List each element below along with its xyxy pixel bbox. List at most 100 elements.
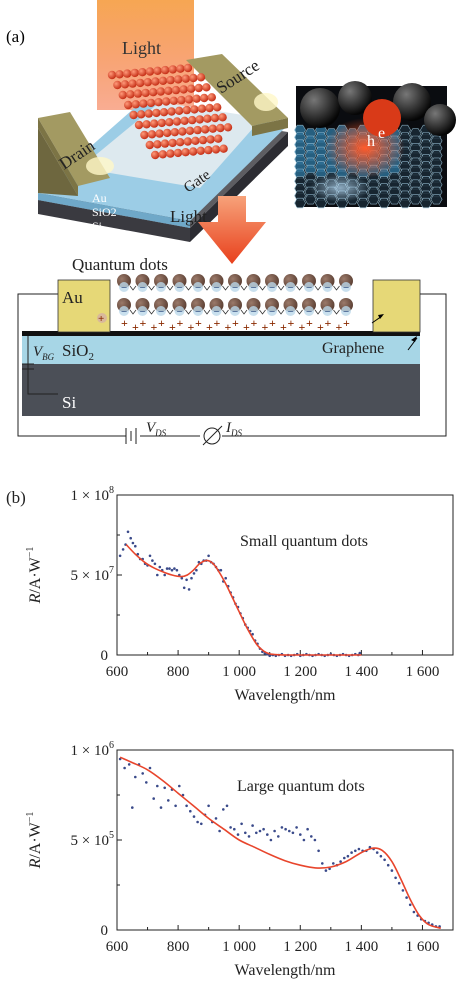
data-point — [310, 835, 313, 838]
inset-closeup-image: h e — [294, 81, 456, 209]
x-tick-label: 1 200 — [283, 939, 317, 955]
data-point — [277, 835, 280, 838]
x-tick-label: 1 600 — [406, 939, 440, 955]
svg-text:−: − — [288, 306, 294, 318]
light-label-mid: Light — [170, 207, 207, 226]
data-point — [368, 845, 372, 849]
x-tick-label: 800 — [167, 939, 190, 955]
data-point — [321, 862, 324, 865]
quantum-dot — [171, 85, 181, 95]
data-point — [379, 854, 383, 858]
quantum-dot — [183, 63, 193, 73]
chart-large-quantum-dots: 600 800 1 000 1 200 1 400 1 600 0 5 × 105 1 × 10… — [25, 740, 454, 979]
quantum-dot — [123, 69, 132, 78]
svg-text:−: − — [306, 306, 312, 318]
quantum-dot — [223, 123, 233, 132]
svg-text:−: − — [343, 306, 349, 318]
quantum-dot — [216, 123, 225, 133]
x-axis-label: Wavelength/nm — [235, 687, 336, 704]
au-label: Au — [62, 288, 83, 307]
y-tick-label: 1 × 108 — [71, 485, 114, 504]
svg-text:−: − — [214, 306, 220, 318]
quantum-dot — [124, 100, 133, 110]
fit-curve — [125, 544, 362, 656]
data-point — [159, 806, 163, 809]
data-point — [219, 568, 223, 572]
quantum-dot — [179, 85, 188, 94]
data-point — [229, 826, 232, 829]
graphene-layer — [22, 331, 420, 336]
inset-electron-label: e — [378, 125, 385, 142]
quantum-dot — [160, 139, 170, 148]
data-point — [251, 824, 254, 827]
quantum-dot — [169, 96, 178, 106]
data-point — [121, 548, 125, 551]
svg-text:+: + — [177, 316, 184, 330]
quantum-dot — [145, 140, 154, 150]
svg-text:+: + — [140, 316, 147, 330]
external-circuit — [17, 293, 447, 446]
quantum-dot — [191, 136, 200, 145]
data-point — [163, 786, 166, 790]
svg-text:+: + — [188, 320, 195, 334]
panel-b-label: (b) — [6, 488, 26, 507]
quantum-dot — [158, 150, 167, 159]
data-point — [284, 827, 287, 831]
quantum-dot — [193, 125, 202, 135]
quantum-dot — [181, 74, 190, 83]
quantum-dot — [115, 70, 124, 79]
quantum-dot — [156, 87, 165, 96]
svg-text:−: − — [177, 282, 183, 294]
au-electrode-left — [57, 279, 111, 333]
y-tick-label: 1 × 106 — [71, 740, 114, 759]
svg-text:+: + — [151, 320, 158, 334]
cross-section-diagram: Quantum dots −−−−−−−−−−−−−−−−−−−−−−−−−− … — [17, 255, 447, 446]
data-point — [262, 827, 265, 831]
svg-text:+: + — [262, 320, 269, 334]
x-tick-label: 1 200 — [283, 664, 317, 680]
data-point — [218, 829, 221, 833]
quantum-dot — [129, 110, 138, 120]
x-tick-label: 1 400 — [344, 664, 378, 680]
y-tick-label: 0 — [101, 923, 109, 939]
data-point — [152, 797, 155, 800]
data-point — [354, 849, 357, 853]
data-point — [394, 876, 397, 880]
quantum-dot — [134, 120, 144, 130]
data-point — [291, 831, 295, 835]
data-point — [180, 576, 184, 580]
x-tick-label: 1 600 — [406, 664, 440, 680]
quantum-dot — [155, 129, 164, 138]
quantum-dot — [159, 108, 169, 117]
vbg-label: VBG — [33, 344, 55, 362]
si-substrate — [22, 362, 420, 416]
quantum-dot — [181, 148, 190, 157]
quantum-dot — [189, 73, 198, 83]
svg-text:−: − — [269, 306, 275, 318]
data-point — [306, 827, 309, 831]
svg-text:−: − — [269, 282, 275, 294]
quantum-dot — [136, 78, 145, 88]
quantum-dot — [195, 115, 204, 124]
svg-text:+: + — [336, 320, 343, 334]
data-point — [156, 573, 159, 577]
data-point — [196, 820, 199, 824]
data-point — [165, 567, 169, 570]
quantum-dot — [189, 147, 198, 156]
svg-text:+: + — [299, 320, 306, 334]
data-point — [357, 847, 361, 851]
svg-text:+: + — [243, 320, 250, 334]
quantum-dot — [175, 106, 184, 116]
quantum-dot — [206, 135, 215, 144]
svg-text:−: − — [158, 282, 164, 294]
quantum-dot — [166, 149, 175, 158]
data-point — [131, 806, 134, 809]
svg-text:+: + — [269, 316, 276, 330]
quantum-dot — [144, 109, 153, 118]
quantum-dot — [153, 140, 162, 149]
quantum-dot — [137, 110, 146, 119]
data-point — [181, 793, 185, 797]
data-point — [118, 554, 122, 558]
quantum-dot — [168, 65, 177, 74]
svg-text:−: − — [177, 306, 183, 318]
